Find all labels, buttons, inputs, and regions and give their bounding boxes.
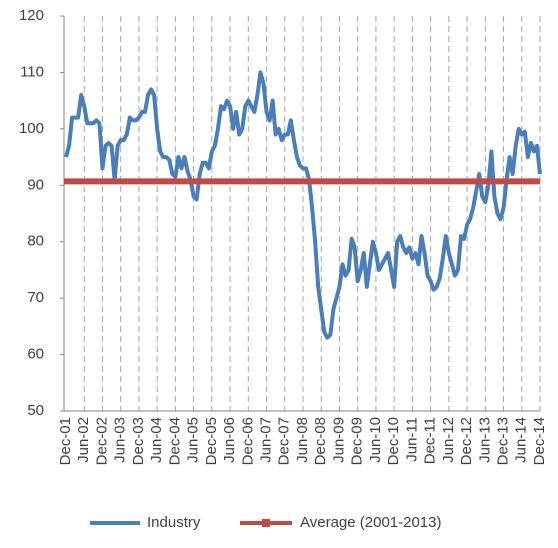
x-tick-label: Dec-10: [385, 417, 402, 465]
x-tick-label: Dec-03: [130, 417, 147, 465]
x-tick-label: Jun-14: [513, 417, 530, 463]
legend-label: Industry: [147, 514, 201, 531]
x-tick-label: Dec-06: [239, 417, 256, 465]
x-tick-label: Dec-01: [57, 417, 74, 465]
x-tick-label: Jun-03: [112, 417, 129, 463]
x-tick-label: Jun-10: [367, 417, 384, 463]
x-tick-label: Jun-04: [148, 417, 165, 463]
x-tick-label: Jun-12: [440, 417, 457, 463]
x-tick-label: Dec-11: [422, 417, 439, 464]
x-tick-label: Dec-05: [203, 417, 220, 465]
x-tick-label: Jun-08: [294, 417, 311, 463]
x-tick-label: Dec-08: [312, 417, 329, 465]
y-tick-label: 50: [27, 402, 44, 419]
legend-marker: [262, 519, 270, 527]
y-tick-label: 120: [19, 7, 44, 24]
x-tick-label: Dec-13: [495, 417, 512, 465]
x-tick-label: Jun-11: [403, 417, 420, 462]
x-tick-label: Jun-09: [330, 417, 347, 463]
y-tick-label: 110: [20, 63, 44, 80]
x-tick-label: Dec-12: [458, 417, 475, 465]
y-tick-label: 100: [19, 120, 44, 137]
legend-label: Average (2001-2013): [300, 514, 442, 531]
y-tick-label: 90: [27, 176, 44, 193]
y-tick-label: 70: [27, 289, 44, 306]
x-tick-label: Dec-09: [349, 417, 366, 465]
x-tick-label: Jun-02: [75, 417, 92, 463]
x-tick-label: Jun-06: [221, 417, 238, 463]
x-tick-label: Jun-05: [185, 417, 202, 463]
y-tick-label: 80: [27, 233, 44, 250]
x-tick-label: Dec-07: [276, 417, 293, 465]
x-tick-label: Dec-04: [166, 417, 183, 465]
series-line: [64, 70, 542, 340]
x-tick-label: Dec-14: [531, 417, 548, 465]
x-tick-label: Jun-13: [476, 417, 493, 463]
y-tick-label: 60: [27, 346, 44, 363]
x-tick-label: Dec-02: [93, 417, 110, 465]
x-tick-label: Jun-07: [258, 417, 275, 463]
